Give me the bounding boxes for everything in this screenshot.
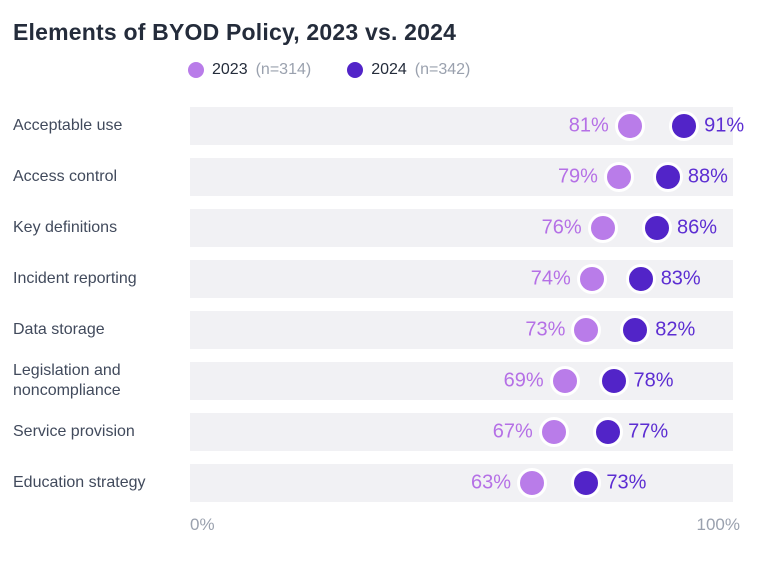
value-label-2024: 78%: [633, 369, 674, 392]
dot-2024: [669, 111, 700, 141]
legend-dot-2024-icon: [347, 62, 364, 78]
category-label: Access control: [13, 168, 118, 186]
x-axis: 0% 100%: [190, 515, 740, 535]
dot-2023: [587, 213, 618, 243]
chart-row: Key definitions 76% 86%: [0, 209, 762, 247]
value-label-2024: 82%: [655, 318, 696, 341]
legend-label-2023: 2023: [212, 61, 248, 78]
dot-2024: [593, 417, 624, 447]
row-track: 81% 91%: [190, 107, 744, 145]
value-label-2024: 83%: [660, 267, 701, 290]
value-label-2024: 91%: [704, 114, 745, 137]
dot-2023: [576, 264, 607, 294]
category-label: Acceptable use: [13, 117, 123, 135]
value-label-2023: 79%: [557, 165, 598, 188]
axis-max-label: 100%: [696, 515, 740, 534]
legend-n-2023: (n=314): [255, 61, 312, 78]
value-label-2024: 77%: [628, 420, 669, 443]
dot-2024: [625, 264, 656, 294]
legend-dot-2023-icon: [188, 62, 204, 78]
chart-rows: Acceptable use 81% 91% Access control 79…: [0, 107, 762, 502]
category-label: Data storage: [13, 321, 105, 339]
category-label: Key definitions: [13, 219, 118, 237]
legend-item-2023: 2023 (n=314): [188, 61, 311, 79]
row-track: 63% 73%: [190, 464, 733, 502]
row-track: 74% 83%: [190, 260, 733, 298]
row-track: 76% 86%: [190, 209, 733, 247]
value-label-2023: 76%: [541, 216, 582, 239]
dot-2023: [614, 111, 645, 141]
category-label: Service provision: [13, 423, 135, 441]
dot-2024: [641, 213, 672, 243]
chart-row: Incident reporting 74% 83%: [0, 260, 762, 298]
value-label-2023: 67%: [492, 420, 533, 443]
row-track: 67% 77%: [190, 413, 733, 451]
value-label-2024: 86%: [676, 216, 717, 239]
legend-item-2024: 2024 (n=342): [347, 61, 470, 79]
chart-row: Education strategy 63% 73%: [0, 464, 762, 502]
legend-label-2024: 2024: [371, 61, 407, 78]
value-label-2024: 73%: [606, 471, 647, 494]
dot-2023: [549, 366, 580, 396]
value-label-2023: 81%: [568, 114, 609, 137]
dot-2024: [571, 468, 602, 498]
dot-2024: [598, 366, 629, 396]
value-label-2023: 74%: [530, 267, 571, 290]
row-track: 73% 82%: [190, 311, 733, 349]
category-label: Education strategy: [13, 474, 146, 492]
value-label-2024: 88%: [687, 165, 728, 188]
dot-2024: [620, 315, 651, 345]
dot-2023: [603, 162, 634, 192]
chart-row: Legislation and noncompliance 69% 78%: [0, 362, 762, 400]
chart-legend: 2023 (n=314) 2024 (n=342): [188, 61, 762, 79]
value-label-2023: 69%: [503, 369, 544, 392]
value-label-2023: 63%: [471, 471, 512, 494]
dot-2024: [652, 162, 683, 192]
dot-2023: [538, 417, 569, 447]
value-label-2023: 73%: [525, 318, 566, 341]
chart-title: Elements of BYOD Policy, 2023 vs. 2024: [13, 19, 457, 45]
chart-row: Data storage 73% 82%: [0, 311, 762, 349]
chart-row: Access control 79% 88%: [0, 158, 762, 196]
legend-n-2024: (n=342): [414, 61, 471, 78]
dot-2023: [517, 468, 548, 498]
row-track: 79% 88%: [190, 158, 733, 196]
category-label: Legislation and noncompliance: [13, 362, 121, 399]
category-label: Incident reporting: [13, 270, 137, 288]
dot-2023: [571, 315, 602, 345]
chart-row: Service provision 67% 77%: [0, 413, 762, 451]
axis-min-label: 0%: [190, 515, 215, 534]
row-track: 69% 78%: [190, 362, 733, 400]
chart-row: Acceptable use 81% 91%: [0, 107, 762, 145]
